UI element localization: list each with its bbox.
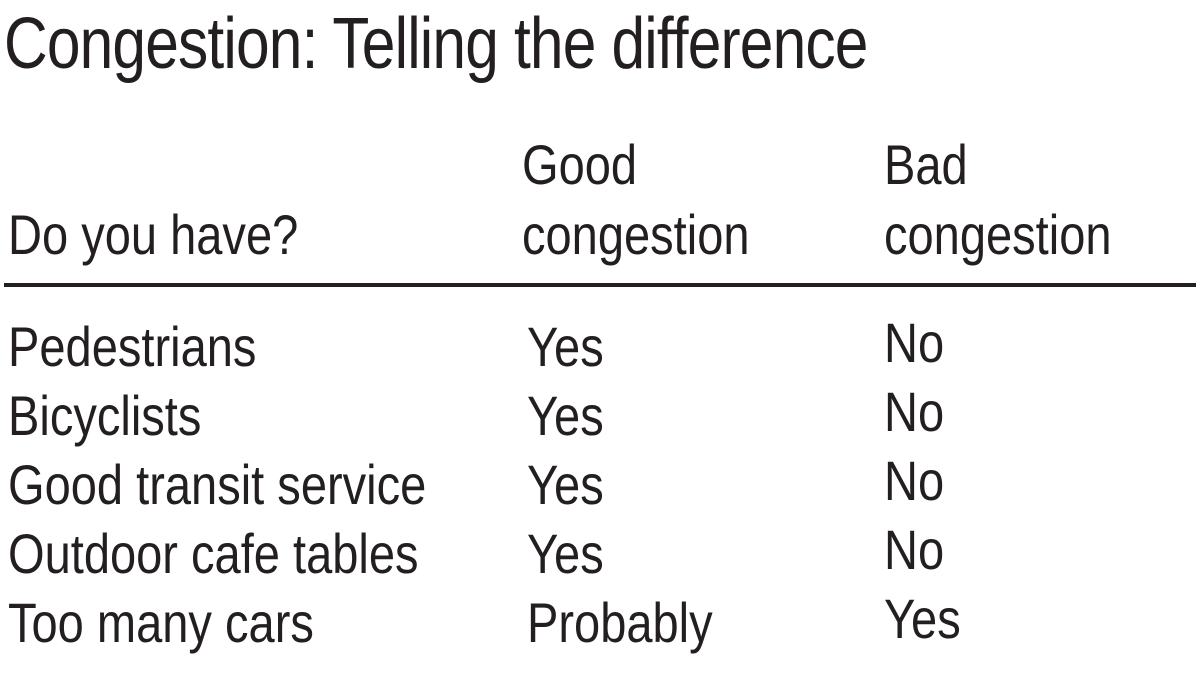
row-item: Too many cars	[8, 591, 314, 654]
row-good-value: Yes	[527, 384, 604, 447]
column-header-good-line-2: congestion	[522, 203, 750, 266]
row-bad-value: No	[884, 311, 945, 374]
row-good-value: Yes	[527, 522, 604, 585]
table-row: Bicyclists Yes No	[0, 380, 1200, 450]
row-item: Good transit service	[8, 453, 427, 516]
row-good-value: Yes	[527, 315, 604, 378]
row-bad-value: No	[884, 449, 945, 512]
column-header-bad-congestion: Bad congestion	[884, 130, 1112, 270]
row-good-value: Probably	[527, 591, 713, 654]
column-header-bad-line-2: congestion	[884, 203, 1112, 266]
column-header-question: Do you have?	[8, 203, 299, 266]
row-bad-value: No	[884, 380, 945, 443]
table-row: Too many cars Probably Yes	[0, 587, 1200, 657]
row-bad-value: Yes	[884, 587, 961, 650]
row-bad-value: No	[884, 518, 945, 581]
column-header-bad-line-1: Bad	[884, 133, 968, 196]
column-header-good-line-1: Good	[522, 133, 638, 196]
page-title: Congestion: Telling the difference	[4, 4, 868, 84]
header-divider	[4, 283, 1196, 287]
row-item: Bicyclists	[8, 384, 202, 447]
table-row: Outdoor cafe tables Yes No	[0, 518, 1200, 588]
table-row: Good transit service Yes No	[0, 449, 1200, 519]
row-item: Pedestrians	[8, 315, 257, 378]
table-row: Pedestrians Yes No	[0, 311, 1200, 381]
row-item: Outdoor cafe tables	[8, 522, 419, 585]
table-body: Pedestrians Yes No Bicyclists Yes No Goo…	[0, 311, 1200, 657]
row-good-value: Yes	[527, 453, 604, 516]
column-header-good-congestion: Good congestion	[522, 130, 750, 270]
